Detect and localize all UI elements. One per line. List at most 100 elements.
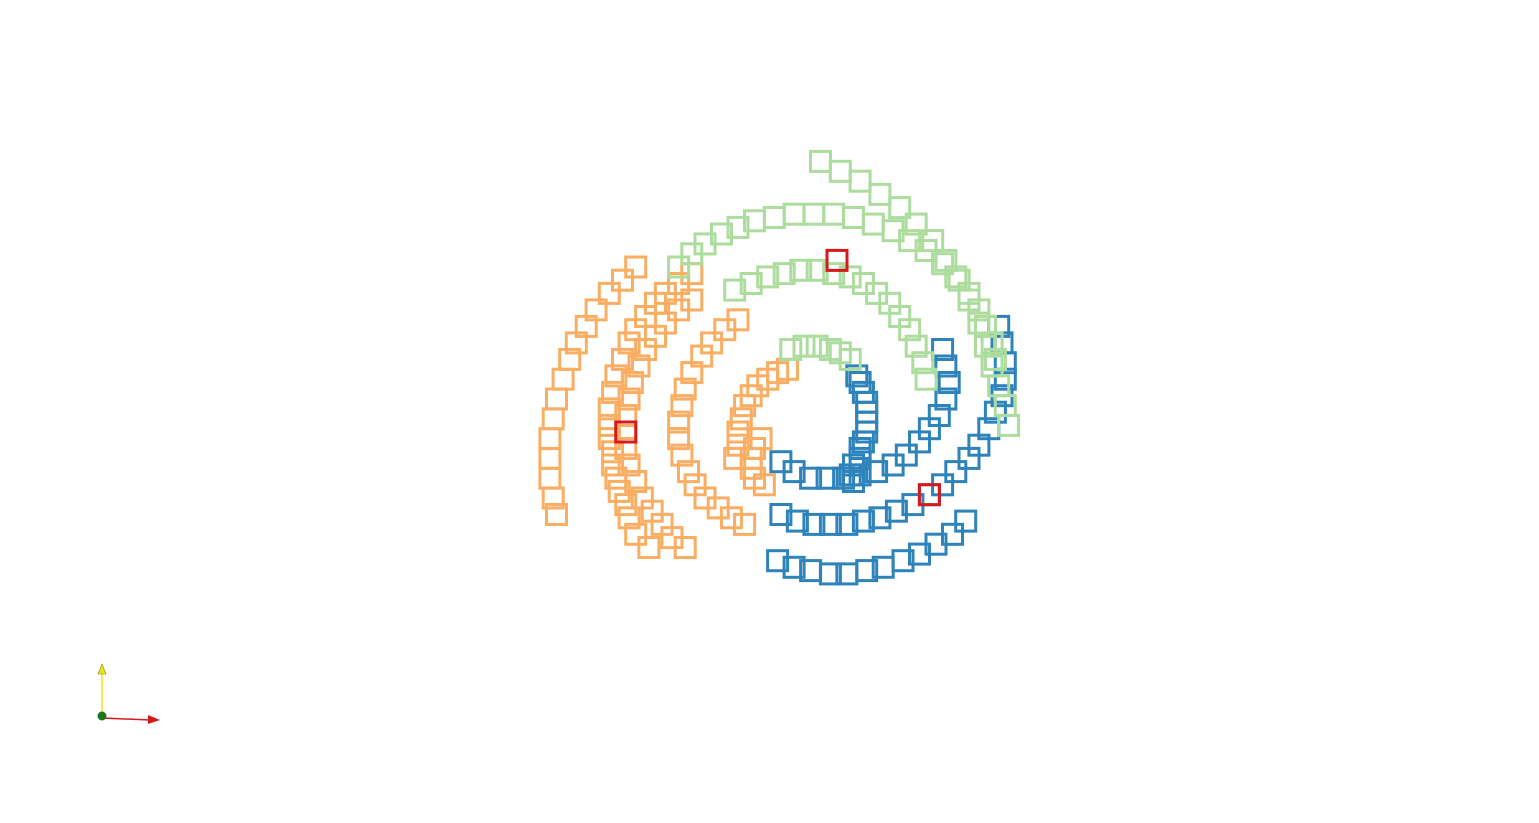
scatter-point-s1-a5-p11: [584, 298, 608, 322]
scatter-point-s2-a1-p2: [756, 265, 780, 289]
scatter-point-s2-a0-p4: [838, 347, 862, 371]
scatter-point-s2-a1-p12: [898, 318, 922, 342]
scatter-point-s0-a3-p11: [954, 509, 978, 533]
scatter-point-s1-a2-p4: [683, 473, 707, 497]
scatter-point-s0-a2-p0: [769, 503, 793, 526]
scatter-point-s0-a2-p7: [884, 499, 908, 523]
scatter-point-s0-a1-p14: [934, 354, 958, 378]
scatter-point-s0-a0-p4: [848, 437, 872, 460]
scatter-point-s1-a1-p0: [723, 446, 747, 470]
scatter-point-s1-a4-p11: [601, 380, 625, 404]
scatter-point-s2-a1-p7: [838, 265, 862, 289]
scatter-point-s0-a1-p8: [894, 443, 918, 467]
scatter-point-s2-a3-p15: [997, 413, 1021, 437]
scatter-point-s1-a2-p15: [726, 308, 750, 332]
x-axis-arrow-line: [101, 717, 151, 721]
scatter-point-s2-a3-p1: [828, 159, 852, 183]
scatter-point-s2-a2-p6: [762, 206, 786, 229]
scatter-point-s2-a0-p5: [779, 338, 803, 361]
scatter-point-s2-a1-p13: [904, 334, 928, 358]
scatter-point-s0-a2-p1: [785, 509, 809, 533]
scatter-point-s1-a4-p1: [624, 522, 648, 546]
scatter-point-s0-a1-p1: [782, 460, 806, 484]
scatter-point-s2-a3-p4: [888, 196, 912, 220]
orientation-axes-gizmo: [97, 663, 160, 724]
scatter-point-s2-a2-p4: [726, 215, 750, 239]
scatter-point-s0-a0-p11: [848, 371, 872, 394]
scatter-point-s1-a5-p7: [551, 367, 575, 391]
scatter-point-s0-a1-p15: [931, 338, 955, 361]
scatter-point-s2-a3-p0: [809, 149, 832, 173]
scatter-point-s2-a3-p10: [967, 311, 991, 335]
scatter-point-s1-a4-p5: [604, 466, 628, 490]
axes-origin-dot: [97, 711, 107, 721]
scatter-point-s1-a2-p10: [673, 377, 697, 401]
scatter-point-s1-a3-p4: [630, 486, 654, 510]
x-axis-arrow-head: [148, 715, 160, 724]
scatter-point-s2-a1-p6: [822, 262, 846, 286]
scatter-point-s1-a4-p7: [601, 440, 625, 464]
scatter-point-s0-a2-p11: [944, 460, 968, 484]
scatter-point-s0-a1-p3: [815, 466, 839, 490]
scatter-point-s1-a5-p8: [558, 347, 582, 371]
scatter-point-s0-a1-p6: [865, 460, 889, 484]
scatter-point-s1-a4-p0: [637, 536, 661, 559]
scatter-point-s2-a2-p3: [710, 222, 733, 246]
scatter-point-s0-a1-p12: [934, 387, 958, 411]
scatter-point-s0-a2-p2: [802, 512, 826, 536]
scatter-point-s2-a1-p0: [723, 278, 747, 302]
scatter-point-s2-a2-p8: [802, 202, 826, 226]
scatter-point-s2-a0-p1: [805, 334, 829, 358]
scatter-point-s0-a1-p2: [799, 466, 823, 490]
scatter-point-s1-a1-p3: [729, 407, 753, 431]
scatter-point-s2-a2-p15: [931, 252, 955, 276]
scatter-point-s1-a4-p2: [617, 506, 641, 530]
scatter-point-s1-a2-p13: [700, 331, 724, 355]
scatter-point-s0-a3-p1: [782, 555, 806, 579]
scatter-point-s0-a3-p5: [855, 559, 879, 583]
scatter-point-s1-a5-p6: [545, 387, 568, 411]
scatter-point-s1-a5-p3: [538, 446, 562, 470]
scatter-point-s2-a3-p7: [934, 248, 958, 272]
scatter-point-s2-a3-p2: [848, 169, 872, 193]
scatter-point-s1-a4-p14: [617, 331, 641, 355]
highlight-point-0: [825, 248, 849, 272]
scatter-point-s1-a5-p5: [541, 407, 565, 431]
scatter-point-s2-a1-p1: [739, 272, 763, 295]
scatter-point-s2-a1-p3: [772, 262, 796, 286]
scatter-point-s1-a3-p17: [680, 288, 704, 312]
scatter-point-s2-a3-p6: [921, 229, 945, 253]
scatter-point-s2-a2-p11: [861, 212, 885, 236]
scatter-point-s0-a1-p4: [832, 466, 856, 490]
scatter-point-s0-a2-p5: [851, 509, 875, 533]
scatter-point-s1-a5-p2: [538, 466, 562, 490]
scatter-point-s1-a4-p3: [614, 493, 638, 517]
scatter-point-s0-a0-p12: [845, 364, 869, 388]
scatter-point-s1-a5-p14: [624, 255, 648, 279]
scatter-point-s1-a4-p12: [604, 364, 628, 388]
scatter-point-s1-a2-p7: [667, 427, 691, 451]
scatter-point-s0-a2-p4: [835, 512, 859, 536]
scatter-point-s1-a3-p6: [617, 453, 641, 477]
scatter-point-s1-a5-p12: [597, 281, 621, 305]
scatter-point-s0-a3-p0: [766, 549, 790, 573]
scatter-point-s0-a2-p3: [818, 512, 842, 536]
scatter-point-s1-a2-p5: [677, 460, 700, 484]
scatter-point-s0-a1-p5: [848, 463, 872, 487]
scatter-point-s1-a2-p9: [670, 394, 694, 418]
scatter-point-s1-a5-p4: [538, 427, 562, 451]
scatter-point-s1-a4-p8: [597, 427, 621, 451]
scatter-point-s2-a3-p3: [868, 182, 892, 206]
scatter-point-s2-a3-p9: [957, 288, 981, 312]
scatter-point-s1-a3-p12: [627, 354, 651, 378]
scatter-point-s2-a2-p0: [667, 255, 691, 279]
scatter-point-s2-a1-p15: [914, 367, 938, 391]
scatter-point-s1-a4-p13: [611, 347, 634, 371]
scatter-point-s0-a3-p7: [891, 549, 915, 573]
scatter-point-s2-a2-p7: [782, 202, 806, 226]
scatter-point-s1-a4-p6: [601, 453, 625, 477]
scatter-point-s2-a3-p5: [904, 212, 928, 236]
scatter-point-s1-a2-p8: [667, 410, 691, 434]
scatter-point-s2-a1-p4: [789, 258, 813, 282]
